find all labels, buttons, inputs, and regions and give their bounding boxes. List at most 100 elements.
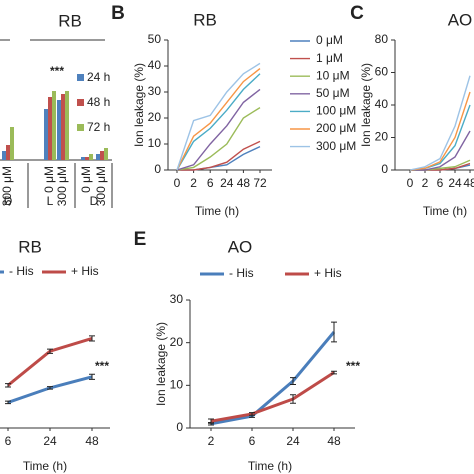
chart-title: AO (228, 237, 253, 256)
y-tick-label: 20 (148, 110, 162, 124)
bar (100, 151, 104, 160)
x-tick-label: 0 (407, 176, 414, 190)
y-tick-label: 10 (148, 136, 162, 150)
legend-label: 100 μM (316, 104, 356, 118)
x-tick-label: 300 μM (94, 166, 108, 206)
legend-label: 0 μM (316, 33, 343, 47)
error-bar (89, 335, 95, 342)
series-line (176, 88, 261, 171)
error-bar (331, 370, 337, 375)
series-line (410, 130, 471, 171)
legend-label: + His (314, 266, 342, 280)
series-line (210, 331, 336, 426)
legend-label: 200 μM (316, 121, 356, 135)
x-axis-label: Time (h) (248, 459, 292, 473)
error-bar (5, 400, 11, 405)
x-tick-label: 6 (207, 176, 214, 190)
bar (89, 154, 93, 160)
series-line (176, 107, 261, 171)
error-bar (47, 386, 53, 390)
panel-label: C (350, 3, 364, 24)
bar (2, 151, 6, 160)
x-tick-label: 24 (286, 434, 300, 448)
y-tick-label: 50 (148, 32, 162, 46)
x-tick-label: 72 (253, 176, 267, 190)
x-axis-label: Time (h) (23, 459, 67, 473)
x-axis-label: Time (h) (423, 204, 467, 218)
x-tick-label: 48 (463, 176, 474, 190)
x-tick-label: 48 (327, 434, 341, 448)
bar (10, 127, 14, 160)
error-bar (47, 348, 53, 354)
x-tick-label: 2 (190, 176, 197, 190)
bar (81, 157, 85, 160)
bar (44, 109, 48, 160)
group-label: D (90, 194, 99, 208)
x-tick-label: 24 (220, 176, 234, 190)
legend-swatch (77, 74, 84, 81)
chart-title: RB (18, 237, 42, 256)
bar (6, 145, 10, 160)
legend-label: + His (71, 264, 99, 278)
legend-label: - His (229, 266, 254, 280)
x-tick-label: 48 (237, 176, 251, 190)
legend-label: 1 μM (316, 51, 343, 65)
x-tick-label: 6 (249, 434, 256, 448)
y-axis-label: Ion leakage (%) (154, 322, 168, 406)
y-axis-label: Ion leakage (%) (132, 63, 146, 147)
x-tick-label: 0 (174, 176, 181, 190)
series-line (7, 336, 93, 387)
error-bar (5, 383, 11, 388)
bar (48, 97, 52, 160)
legend-swatch (77, 124, 84, 131)
x-tick-label: 6 (5, 434, 12, 448)
series-line (409, 75, 471, 171)
error-bar (208, 418, 214, 424)
y-tick-label: 30 (170, 292, 184, 306)
series-line (409, 104, 471, 171)
error-bar (290, 377, 296, 385)
bar (104, 148, 108, 160)
legend-label: 50 μM (316, 86, 350, 100)
series-line (210, 371, 335, 423)
bar (96, 154, 100, 160)
series-line (176, 73, 261, 171)
bar (57, 100, 61, 160)
y-tick-label: 10 (170, 378, 184, 392)
chart-title: RB (58, 11, 82, 30)
y-axis-label: Ion leakage (%) (359, 63, 373, 147)
y-tick-label: 60 (375, 65, 389, 79)
error-bar (331, 321, 337, 343)
y-tick-label: 20 (375, 130, 389, 144)
x-tick-label: 24 (448, 176, 462, 190)
x-tick-label: 0 μM (42, 166, 56, 193)
y-tick-label: 0 (176, 420, 183, 434)
x-axis-label: Time (h) (195, 204, 239, 218)
panel-label: B (111, 3, 125, 24)
x-tick-label: 24 (43, 434, 57, 448)
legend-label: 10 μM (316, 68, 350, 82)
y-tick-label: 30 (148, 84, 162, 98)
group-label: D (4, 194, 13, 208)
annotation: *** (95, 359, 109, 373)
y-tick-label: 80 (375, 32, 389, 46)
y-tick-label: 0 (381, 162, 388, 176)
group-label: L (47, 194, 54, 208)
series-line (176, 68, 261, 171)
error-bar (290, 394, 296, 404)
y-tick-label: 40 (375, 97, 389, 111)
legend-label: 48 h (87, 95, 110, 109)
x-tick-label: 48 (85, 434, 99, 448)
annotation: *** (346, 359, 360, 373)
legend-label: - His (9, 264, 34, 278)
chart-title: RB (193, 10, 217, 29)
chart-title: AO (448, 10, 473, 29)
legend-label: 72 h (87, 120, 110, 134)
y-tick-label: 20 (170, 335, 184, 349)
y-tick-label: 40 (148, 58, 162, 72)
panel-label: E (134, 229, 147, 250)
bar (65, 91, 69, 160)
bar (85, 157, 89, 160)
